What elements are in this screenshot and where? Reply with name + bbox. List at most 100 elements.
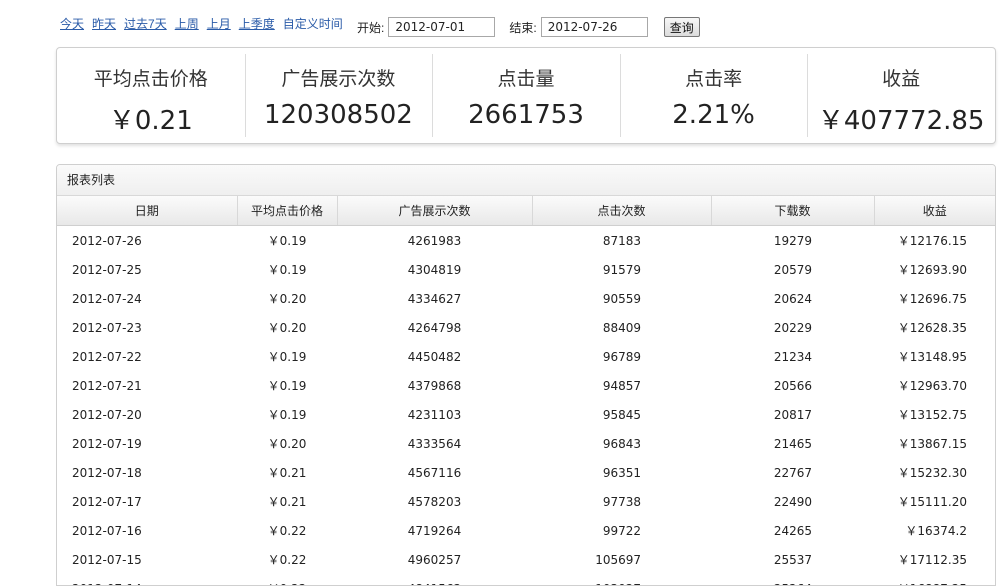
cell-avg-price: ￥0.20 xyxy=(237,429,337,458)
start-date-label: 开始: xyxy=(357,19,384,36)
cell-downloads: 22767 xyxy=(711,458,874,487)
cell-impressions: 4304819 xyxy=(337,255,532,284)
metric-avg-click-price: 平均点击价格 ￥0.21 xyxy=(57,48,245,143)
cell-date: 2012-07-22 xyxy=(57,342,237,371)
cell-avg-price: ￥0.21 xyxy=(237,458,337,487)
query-button[interactable]: 查询 xyxy=(664,17,700,37)
cell-date: 2012-07-20 xyxy=(57,400,237,429)
cell-revenue: ￥12628.35 xyxy=(874,313,995,342)
cell-avg-price: ￥0.19 xyxy=(237,226,337,256)
cell-downloads: 20817 xyxy=(711,400,874,429)
quick-links-group: 今天昨天过去7天上周上月上季度自定义时间 xyxy=(60,15,351,32)
metric-label: 点击率 xyxy=(620,64,808,91)
cell-avg-price: ￥0.19 xyxy=(237,342,337,371)
cell-date: 2012-07-24 xyxy=(57,284,237,313)
metric-revenue: 收益 ￥407772.85 xyxy=(807,48,995,143)
quick-link-last-quarter[interactable]: 上季度 xyxy=(239,17,275,31)
cell-clicks: 105697 xyxy=(532,545,711,574)
cell-avg-price: ￥0.19 xyxy=(237,371,337,400)
cell-clicks: 88409 xyxy=(532,313,711,342)
table-header-row: 日期 平均点击价格 广告展示次数 点击次数 下载数 收益 xyxy=(57,196,995,226)
metric-value: ￥407772.85 xyxy=(807,100,995,137)
cell-revenue: ￥15232.30 xyxy=(874,458,995,487)
custom-time-link[interactable]: 自定义时间 xyxy=(283,17,343,31)
cell-avg-price: ￥0.20 xyxy=(237,284,337,313)
cell-date: 2012-07-23 xyxy=(57,313,237,342)
cell-date: 2012-07-26 xyxy=(57,226,237,256)
cell-clicks: 96351 xyxy=(532,458,711,487)
cell-downloads: 22490 xyxy=(711,487,874,516)
cell-revenue: ￥16887.25 xyxy=(874,574,995,586)
metric-value: 2661753 xyxy=(432,100,620,130)
metric-label: 平均点击价格 xyxy=(57,64,245,91)
cell-date: 2012-07-21 xyxy=(57,371,237,400)
cell-impressions: 4841562 xyxy=(337,574,532,586)
quick-link-yesterday[interactable]: 昨天 xyxy=(92,17,116,31)
end-date-label: 结束: xyxy=(509,19,536,36)
cell-avg-price: ￥0.22 xyxy=(237,516,337,545)
report-title: 报表列表 xyxy=(57,165,995,196)
date-range-form: 开始: 结束: 查询 xyxy=(357,17,700,37)
end-date-input[interactable] xyxy=(541,17,648,37)
metric-ctr: 点击率 2.21% xyxy=(620,48,808,143)
quick-link-today[interactable]: 今天 xyxy=(60,17,84,31)
cell-downloads: 21234 xyxy=(711,342,874,371)
cell-impressions: 4333564 xyxy=(337,429,532,458)
quick-link-last-month[interactable]: 上月 xyxy=(207,17,231,31)
cell-avg-price: ￥0.22 xyxy=(237,545,337,574)
cell-clicks: 87183 xyxy=(532,226,711,256)
quick-link-last-7-days[interactable]: 过去7天 xyxy=(124,17,167,31)
cell-downloads: 19279 xyxy=(711,226,874,256)
cell-revenue: ￥12963.70 xyxy=(874,371,995,400)
cell-clicks: 99722 xyxy=(532,516,711,545)
column-header-clicks[interactable]: 点击次数 xyxy=(532,196,711,226)
cell-revenue: ￥13867.15 xyxy=(874,429,995,458)
metric-value: 2.21% xyxy=(620,100,808,130)
cell-date: 2012-07-17 xyxy=(57,487,237,516)
metric-label: 收益 xyxy=(807,64,995,91)
cell-revenue: ￥16374.2 xyxy=(874,516,995,545)
table-row: 2012-07-14￥0.22484156210302725264￥16887.… xyxy=(57,574,995,586)
column-header-impressions[interactable]: 广告展示次数 xyxy=(337,196,532,226)
cell-avg-price: ￥0.20 xyxy=(237,313,337,342)
cell-downloads: 24265 xyxy=(711,516,874,545)
cell-impressions: 4264798 xyxy=(337,313,532,342)
cell-impressions: 4231103 xyxy=(337,400,532,429)
cell-impressions: 4379868 xyxy=(337,371,532,400)
cell-revenue: ￥12693.90 xyxy=(874,255,995,284)
cell-date: 2012-07-19 xyxy=(57,429,237,458)
cell-revenue: ￥15111.20 xyxy=(874,487,995,516)
cell-revenue: ￥12176.15 xyxy=(874,226,995,256)
quick-link-last-week[interactable]: 上周 xyxy=(175,17,199,31)
cell-impressions: 4567116 xyxy=(337,458,532,487)
cell-clicks: 95845 xyxy=(532,400,711,429)
cell-avg-price: ￥0.19 xyxy=(237,255,337,284)
cell-downloads: 20579 xyxy=(711,255,874,284)
cell-clicks: 103027 xyxy=(532,574,711,586)
column-header-date[interactable]: 日期 xyxy=(57,196,237,226)
report-table: 日期 平均点击价格 广告展示次数 点击次数 下载数 收益 2012-07-26￥… xyxy=(57,196,995,586)
cell-impressions: 4334627 xyxy=(337,284,532,313)
start-date-input[interactable] xyxy=(388,17,495,37)
column-header-downloads[interactable]: 下载数 xyxy=(711,196,874,226)
cell-impressions: 4578203 xyxy=(337,487,532,516)
cell-date: 2012-07-25 xyxy=(57,255,237,284)
column-header-revenue[interactable]: 收益 xyxy=(874,196,995,226)
cell-avg-price: ￥0.19 xyxy=(237,400,337,429)
cell-impressions: 4719264 xyxy=(337,516,532,545)
cell-date: 2012-07-14 xyxy=(57,574,237,586)
cell-clicks: 96789 xyxy=(532,342,711,371)
summary-panel: 平均点击价格 ￥0.21 广告展示次数 120308502 点击量 266175… xyxy=(56,47,996,144)
column-header-avg-price[interactable]: 平均点击价格 xyxy=(237,196,337,226)
cell-date: 2012-07-15 xyxy=(57,545,237,574)
